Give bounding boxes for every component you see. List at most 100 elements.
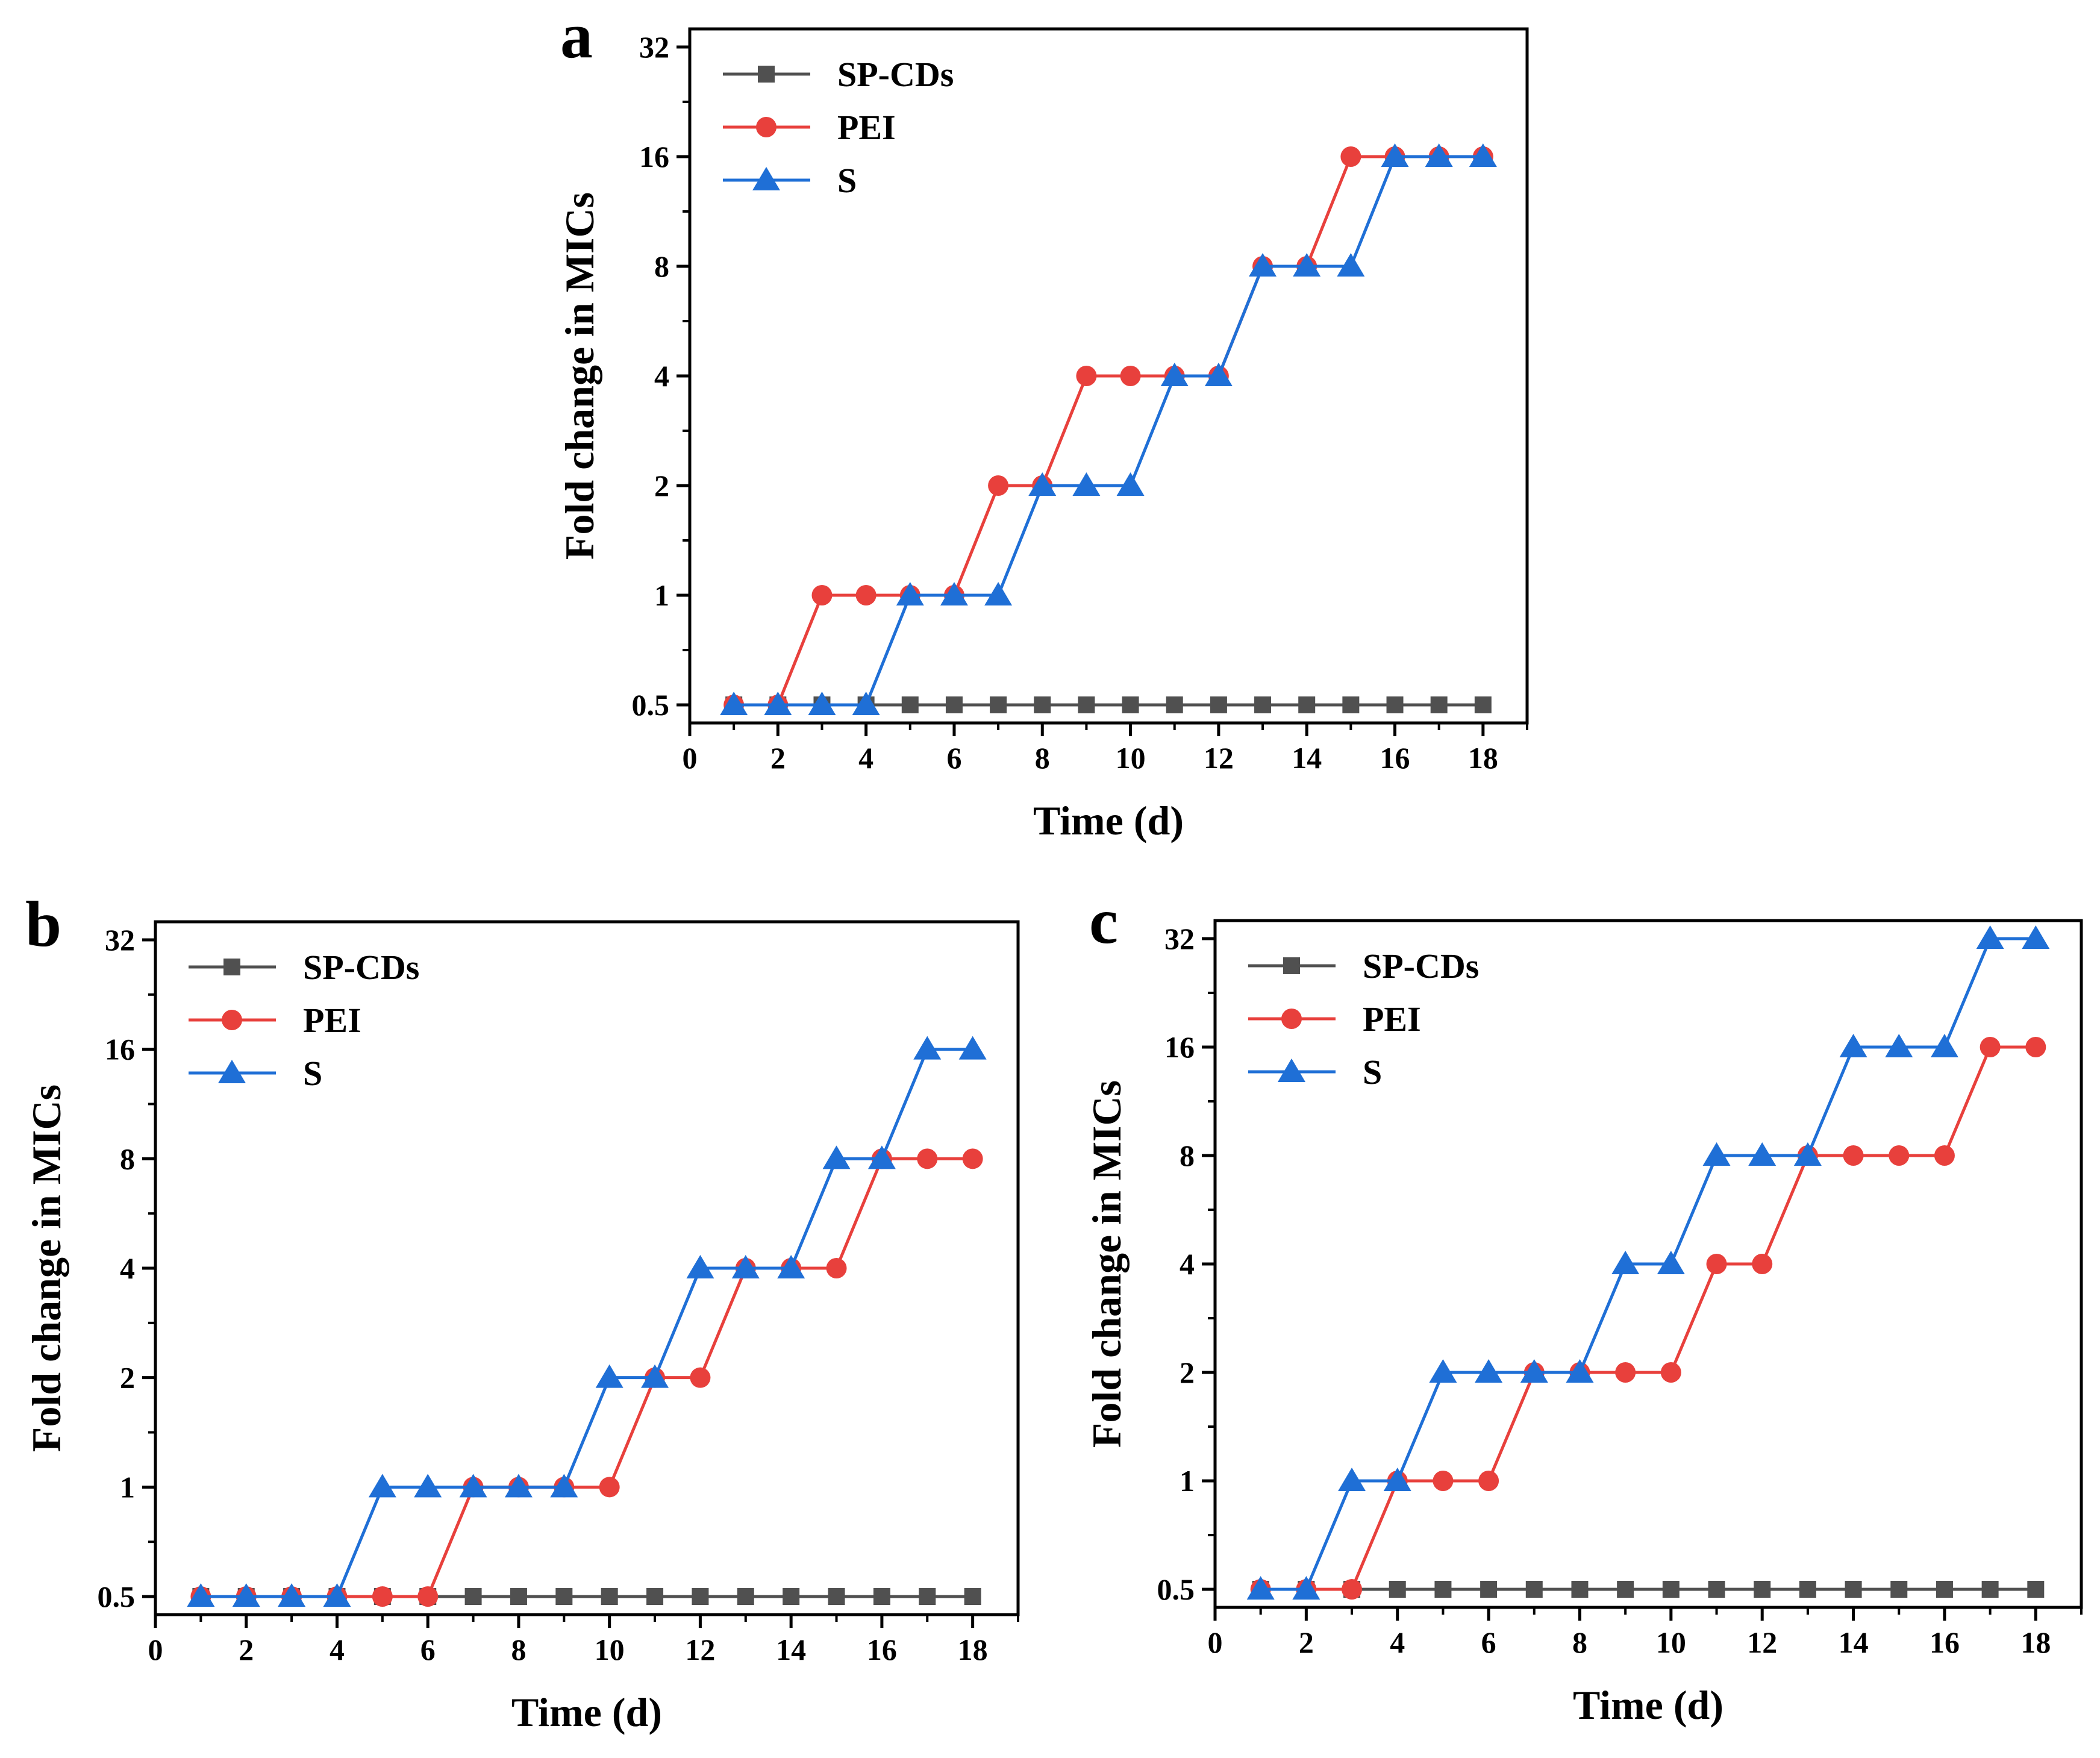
y-tick-label: 2 (1180, 1356, 1195, 1389)
legend-marker (1283, 957, 1300, 974)
data-point (1386, 696, 1404, 713)
data-point (1706, 1254, 1727, 1274)
data-point (504, 1474, 533, 1498)
data-point (1078, 696, 1095, 713)
data-point (1166, 696, 1183, 713)
x-tick-label: 12 (1747, 1625, 1777, 1659)
y-tick-label: 16 (1164, 1030, 1195, 1064)
data-point (1566, 1359, 1594, 1383)
y-tick-label: 2 (654, 469, 669, 502)
data-point (855, 585, 877, 605)
panel-letter: b (25, 889, 61, 960)
y-tick-label: 4 (120, 1251, 135, 1285)
data-point (510, 1588, 527, 1605)
data-point (1116, 472, 1145, 496)
series-s (1246, 925, 2050, 1600)
x-tick-label: 18 (2020, 1625, 2051, 1659)
x-tick-label: 6 (1481, 1625, 1496, 1659)
x-tick-label: 2 (770, 741, 786, 775)
data-point (1433, 1471, 1454, 1491)
data-point (595, 1364, 623, 1388)
data-point (1120, 366, 1141, 386)
data-point (1340, 146, 1361, 167)
data-point (913, 1036, 942, 1060)
legend-marker (758, 66, 775, 83)
legend: SP-CDs PEI S (723, 55, 954, 200)
data-point (1028, 472, 1057, 496)
panel-letter: a (560, 0, 593, 72)
data-point (1298, 696, 1316, 713)
data-point (1702, 1142, 1731, 1166)
y-axis-label: Fold change in MICs (23, 1084, 69, 1452)
data-point (1381, 143, 1409, 167)
data-point (783, 1588, 800, 1605)
data-point (764, 692, 792, 715)
data-point (1246, 1576, 1275, 1600)
data-point (278, 1583, 306, 1607)
data-point (1662, 1581, 1680, 1598)
legend-label: SP-CDs (837, 55, 954, 94)
y-axis-label: Fold change in MICs (557, 192, 602, 560)
legend-label: S (303, 1054, 322, 1093)
series-line (1260, 1045, 2036, 1591)
legend-marker (1281, 1009, 1302, 1029)
x-axis-label: Time (d) (511, 1689, 662, 1735)
x-tick-label: 0 (1208, 1625, 1223, 1659)
x-tick-label: 16 (867, 1633, 897, 1666)
y-tick-label: 32 (639, 30, 669, 64)
series-line (734, 155, 1483, 707)
x-tick-label: 2 (1299, 1625, 1314, 1659)
x-tick-label: 0 (683, 741, 698, 775)
data-point (731, 1255, 760, 1278)
x-tick-label: 4 (1390, 1625, 1405, 1659)
data-point (187, 1583, 215, 1607)
x-tick-label: 12 (685, 1633, 715, 1666)
legend-label: SP-CDs (303, 948, 419, 987)
data-point (641, 1364, 669, 1388)
data-point (984, 582, 1013, 605)
series-line (734, 155, 1483, 707)
x-tick-label: 2 (239, 1633, 254, 1666)
x-tick-label: 6 (946, 741, 961, 775)
x-tick-label: 4 (858, 741, 873, 775)
legend-marker (752, 167, 780, 190)
data-point (323, 1583, 351, 1607)
data-point (417, 1586, 439, 1607)
data-point (896, 582, 924, 605)
data-point (990, 696, 1007, 713)
data-point (459, 1474, 487, 1498)
x-tick-label: 10 (595, 1633, 625, 1666)
legend-marker (223, 959, 240, 975)
y-tick-label: 0.5 (1157, 1572, 1195, 1606)
data-point (1843, 1145, 1864, 1166)
legend-marker (1278, 1059, 1305, 1082)
data-point (1293, 253, 1321, 277)
data-point (1657, 1251, 1685, 1274)
data-point (988, 475, 1009, 496)
data-point (1660, 1362, 1681, 1383)
legend-label: PEI (303, 1001, 361, 1040)
data-point (1708, 1581, 1725, 1598)
x-tick-label: 0 (148, 1633, 163, 1666)
data-point (1889, 1145, 1910, 1166)
data-point (1478, 1471, 1499, 1491)
y-tick-label: 0.5 (98, 1580, 136, 1613)
data-point (1885, 1034, 1913, 1057)
data-point (1615, 1362, 1636, 1383)
data-point (599, 1477, 620, 1498)
y-tick-label: 4 (654, 359, 669, 393)
data-point (372, 1586, 393, 1607)
series-s (187, 1036, 987, 1607)
data-point (1210, 696, 1227, 713)
y-tick-label: 16 (105, 1033, 135, 1066)
data-point (1525, 1581, 1543, 1598)
data-point (1249, 253, 1277, 277)
data-point (692, 1588, 709, 1605)
panel-letter: c (1089, 886, 1118, 957)
data-point (808, 692, 836, 715)
x-tick-label: 8 (1035, 741, 1050, 775)
data-point (1930, 1034, 1958, 1057)
data-point (873, 1588, 890, 1605)
x-tick-label: 14 (1292, 741, 1322, 775)
data-point (822, 1145, 851, 1169)
